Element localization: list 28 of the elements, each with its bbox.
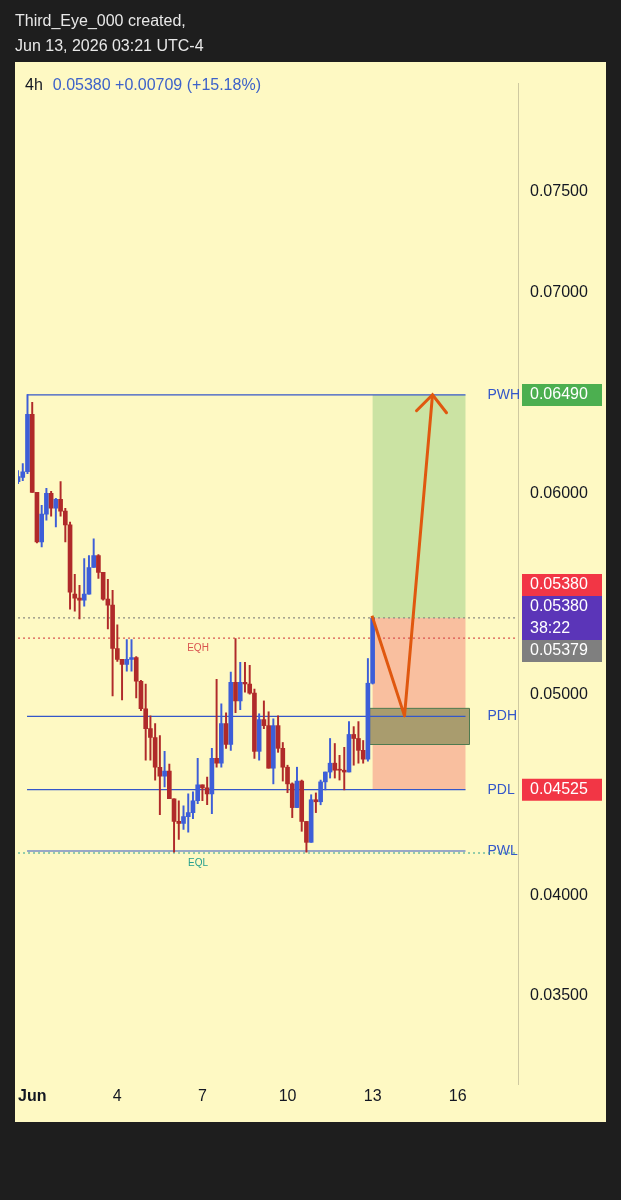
ref-line-label: PDH (487, 707, 518, 724)
text: 0.04525 (530, 780, 588, 798)
annotation: 0.05380 +0.00709 (+15.18%) (52, 76, 261, 93)
candlestick (214, 678, 219, 768)
y-tick-label: 0.04000 (530, 885, 588, 903)
ref-line-label: PWL (487, 841, 519, 858)
text: 0.06490 (530, 385, 588, 403)
chart-title: Third_Eye_000 created, (15, 11, 187, 31)
y-tick-label: 0.06000 (530, 483, 588, 501)
x-tick-label: 4 (112, 1087, 122, 1105)
y-tick-label: 0.07000 (530, 282, 588, 300)
x-tick-label: 7 (197, 1087, 207, 1105)
x-tick-label: 13 (363, 1087, 382, 1105)
text: 0.05380 38:22 (530, 597, 588, 637)
ref-line-label: PDL (487, 780, 515, 797)
ref-line-label: PWH (487, 385, 521, 402)
ref-line-label: EQH (187, 641, 209, 653)
y-tick-label: 0.07500 (530, 182, 588, 200)
y-tick-label: 0.05000 (530, 684, 588, 702)
text: 0.05380 (530, 575, 588, 593)
annotation: 4h (25, 76, 43, 93)
ref-line-label: EQL (188, 856, 209, 868)
x-tick-label: 10 (278, 1087, 297, 1105)
x-tick-label: Jun (18, 1087, 47, 1105)
x-tick-label: 16 (448, 1087, 467, 1105)
y-tick-label: 0.03500 (530, 986, 588, 1004)
chart-subtitle: Jun 13, 2026 03:21 UTC-4 (15, 36, 204, 56)
text: 0.05379 (530, 641, 588, 659)
